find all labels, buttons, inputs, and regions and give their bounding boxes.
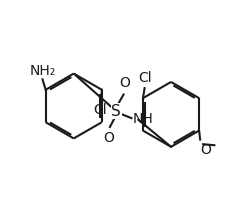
Text: NH: NH <box>133 112 154 126</box>
Text: O: O <box>200 142 211 156</box>
Text: Cl: Cl <box>93 103 106 117</box>
Text: Cl: Cl <box>138 71 152 85</box>
Text: S: S <box>111 104 121 119</box>
Text: O: O <box>119 76 130 90</box>
Text: NH₂: NH₂ <box>30 64 56 78</box>
Text: O: O <box>104 131 114 145</box>
